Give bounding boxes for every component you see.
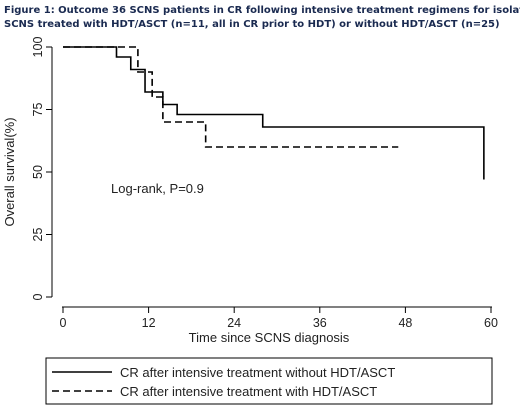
- legend-box: [45, 357, 493, 405]
- y-tick-label: 0: [31, 293, 45, 300]
- series-layer: [63, 46, 485, 180]
- ticks: 0 25 50 75 100 0 12 24 36 48 60: [31, 37, 498, 330]
- chart-title-line-2: SCNS treated with HDT/ASCT (n=11, all in…: [4, 19, 500, 30]
- chart-title-line-1: Figure 1: Outcome 36 SCNS patients in CR…: [4, 5, 520, 16]
- legend-label-with-hdt: CR after intensive treatment with HDT/AS…: [120, 384, 377, 399]
- y-tick-label: 25: [31, 228, 45, 242]
- x-axis-title: Time since SCNS diagnosis: [189, 330, 350, 345]
- y-tick-label: 50: [31, 165, 45, 179]
- x-tick-label: 36: [313, 316, 327, 330]
- x-tick-label: 24: [227, 316, 241, 330]
- legend: CR after intensive treatment without HDT…: [45, 357, 493, 405]
- y-axis-title: Overall survival(%): [2, 117, 17, 226]
- x-tick-label: 48: [398, 316, 412, 330]
- y-tick-label: 75: [31, 103, 45, 117]
- y-tick-label: 100: [31, 37, 45, 58]
- axes: [51, 47, 492, 308]
- legend-label-without-hdt: CR after intensive treatment without HDT…: [120, 365, 395, 380]
- x-tick-label: 0: [60, 316, 67, 330]
- km-curve-with-hdt: [63, 46, 399, 148]
- x-tick-label: 12: [142, 316, 156, 330]
- x-tick-label: 60: [484, 316, 498, 330]
- logrank-annotation: Log-rank, P=0.9: [111, 181, 204, 196]
- km-curve-without-hdt: [63, 46, 485, 180]
